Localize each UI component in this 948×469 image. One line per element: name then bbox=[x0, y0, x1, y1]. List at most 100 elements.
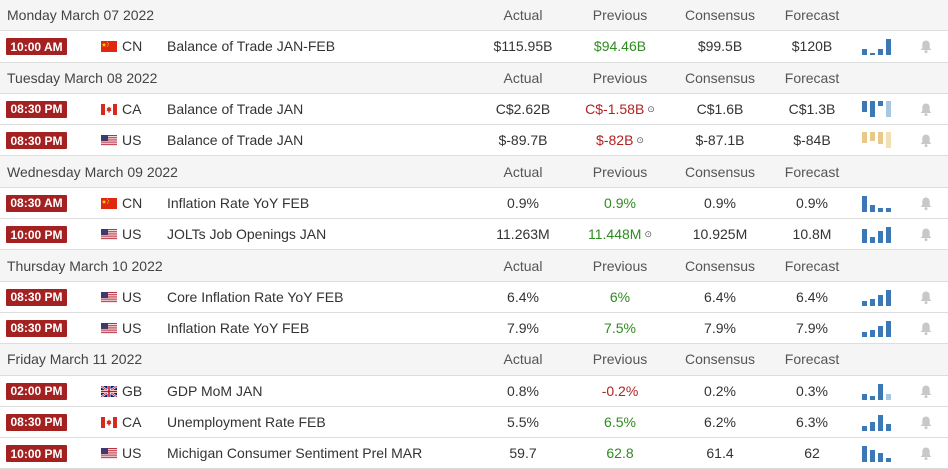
bell-alert-icon[interactable] bbox=[919, 446, 933, 461]
event-time-badge: 10:00 PM bbox=[6, 226, 67, 244]
consensus-value: 0.9% bbox=[704, 194, 736, 211]
event-name-link[interactable]: Unemployment Rate FEB bbox=[167, 414, 326, 430]
trend-sparkline-icon bbox=[862, 320, 891, 337]
bell-alert-icon[interactable] bbox=[919, 290, 933, 305]
trend-sparkline-icon bbox=[862, 414, 891, 431]
event-row[interactable]: 08:30 PM US Balance of Trade JAN $-89.7B $-8… bbox=[0, 125, 948, 157]
sparkline-chart[interactable] bbox=[861, 131, 893, 149]
sparkline-chart[interactable] bbox=[861, 37, 893, 56]
consensus-value: C$1.6B bbox=[696, 101, 744, 118]
actual-value: 11.263M bbox=[496, 226, 550, 243]
bell-alert-icon[interactable] bbox=[919, 415, 933, 430]
consensus-value: 6.4% bbox=[704, 288, 736, 305]
sparkline-bar bbox=[886, 39, 891, 56]
country-code: US bbox=[122, 320, 142, 337]
day-header-row: Wednesday March 09 2022 Actual Previous Con… bbox=[0, 156, 948, 188]
event-time-badge: 08:30 PM bbox=[6, 132, 67, 150]
consensus-value: $99.5B bbox=[697, 38, 743, 55]
event-time-badge: 08:30 PM bbox=[6, 413, 67, 431]
event-row[interactable]: 08:30 PM US Inflation Rate YoY FEB 7.9% 7.5%… bbox=[0, 312, 948, 345]
sparkline-chart[interactable] bbox=[861, 444, 893, 463]
sparkline-chart[interactable] bbox=[861, 382, 893, 400]
actual-header: Actual bbox=[503, 351, 543, 368]
forecast-value: 6.4% bbox=[796, 288, 828, 305]
bell-alert-icon[interactable] bbox=[919, 133, 933, 148]
day-date: Friday March 11 2022 bbox=[7, 351, 143, 368]
event-name-link[interactable]: Core Inflation Rate YoY FEB bbox=[167, 288, 344, 305]
sparkline-chart[interactable] bbox=[861, 288, 893, 306]
sparkline-bar bbox=[886, 227, 891, 244]
sparkline-chart[interactable] bbox=[861, 194, 893, 212]
previous-cell: 62.8 bbox=[572, 438, 668, 468]
actual-value: 6.4% bbox=[507, 288, 539, 305]
event-row[interactable]: 08:30 AM CN Inflation Rate YoY FEB 0.9% 0.9%… bbox=[0, 187, 948, 220]
sparkline-bar bbox=[862, 100, 867, 112]
event-time-badge: 02:00 PM bbox=[6, 382, 67, 400]
revised-indicator-icon: ⊙ bbox=[647, 103, 655, 114]
sparkline-bar bbox=[862, 132, 867, 144]
sparkline-bar bbox=[878, 294, 883, 306]
event-name-link[interactable]: Inflation Rate YoY FEB bbox=[167, 194, 310, 211]
bell-alert-icon[interactable] bbox=[919, 321, 933, 336]
country-code: CN bbox=[122, 38, 143, 55]
sparkline-chart[interactable] bbox=[861, 100, 893, 118]
actual-header: Actual bbox=[503, 69, 543, 86]
sparkline-chart[interactable] bbox=[861, 225, 893, 244]
sparkline-chart[interactable] bbox=[861, 319, 893, 337]
sparkline-bar bbox=[886, 458, 891, 463]
bell-alert-icon[interactable] bbox=[919, 102, 933, 117]
bell-alert-icon[interactable] bbox=[919, 384, 933, 399]
consensus-header: Consensus bbox=[684, 7, 756, 24]
sparkline-bar bbox=[870, 53, 875, 56]
day-header-row: Thursday March 10 2022 Actual Previous Cons… bbox=[0, 250, 948, 282]
sparkline-bar bbox=[878, 100, 883, 106]
country-code: CA bbox=[122, 101, 142, 118]
sparkline-bar bbox=[870, 237, 875, 244]
bell-alert-icon[interactable] bbox=[919, 39, 933, 54]
event-row[interactable]: 08:30 PM US Core Inflation Rate YoY FEB 6.4… bbox=[0, 281, 948, 313]
day-date: Tuesday March 08 2022 bbox=[7, 69, 158, 86]
event-name-link[interactable]: Michigan Consumer Sentiment Prel MAR bbox=[167, 445, 423, 462]
forecast-header: Forecast bbox=[784, 257, 840, 274]
revised-indicator-icon: ⊙ bbox=[636, 134, 644, 145]
bell-alert-icon[interactable] bbox=[919, 196, 933, 211]
sparkline-bar bbox=[886, 132, 891, 149]
country-code: CA bbox=[122, 414, 142, 430]
event-row[interactable]: 08:30 PM CA Unemployment Rate FEB 5.5% 6.5% 6… bbox=[0, 406, 948, 439]
event-row[interactable]: 08:30 PM CA Balance of Trade JAN C$2.62B C$-… bbox=[0, 93, 948, 126]
previous-cell: $94.46B bbox=[572, 31, 668, 61]
country-code: US bbox=[122, 226, 142, 243]
event-name-link[interactable]: Inflation Rate YoY FEB bbox=[167, 320, 310, 337]
event-name-link[interactable]: GDP MoM JAN bbox=[167, 382, 263, 399]
sparkline-bar bbox=[862, 331, 867, 337]
event-row[interactable]: 10:00 AM CN Balance of Trade JAN-FEB $115.9… bbox=[0, 31, 948, 63]
previous-cell: $-82B ⊙ bbox=[572, 125, 668, 155]
event-row[interactable]: 02:00 PM GB GDP MoM JAN 0.8% -0.2% 0.2% 0.3% bbox=[0, 375, 948, 407]
actual-value: 5.5% bbox=[507, 414, 539, 430]
previous-value: 11.448M bbox=[588, 226, 642, 243]
event-time-badge: 08:30 PM bbox=[6, 288, 67, 306]
actual-value: 7.9% bbox=[507, 320, 539, 337]
event-name-link[interactable]: Balance of Trade JAN-FEB bbox=[167, 38, 336, 55]
previous-value: 7.5% bbox=[604, 320, 636, 337]
consensus-header: Consensus bbox=[684, 163, 756, 180]
sparkline-chart[interactable] bbox=[861, 413, 893, 431]
bell-alert-icon[interactable] bbox=[919, 227, 933, 242]
sparkline-bar bbox=[878, 383, 883, 400]
event-row[interactable]: 10:00 PM US JOLTs Job Openings JAN 11.263M 1… bbox=[0, 219, 948, 251]
event-row[interactable]: 10:00 PM US Michigan Consumer Sentiment Pr… bbox=[0, 438, 948, 469]
event-name-link[interactable]: JOLTs Job Openings JAN bbox=[167, 226, 327, 243]
sparkline-bar bbox=[870, 204, 875, 212]
consensus-value: 10.925M bbox=[692, 226, 748, 243]
sparkline-bar bbox=[870, 395, 875, 400]
consensus-value: 0.2% bbox=[704, 382, 736, 399]
china-flag-icon bbox=[101, 41, 117, 53]
event-name-link[interactable]: Balance of Trade JAN bbox=[167, 101, 304, 118]
previous-cell: 6.5% bbox=[572, 407, 668, 437]
trend-sparkline-icon bbox=[862, 289, 891, 306]
event-name-link[interactable]: Balance of Trade JAN bbox=[167, 132, 304, 149]
previous-header: Previous bbox=[592, 351, 648, 368]
trend-sparkline-icon bbox=[862, 227, 891, 244]
country-code: GB bbox=[122, 382, 143, 399]
previous-cell: 11.448M ⊙ bbox=[572, 219, 668, 249]
